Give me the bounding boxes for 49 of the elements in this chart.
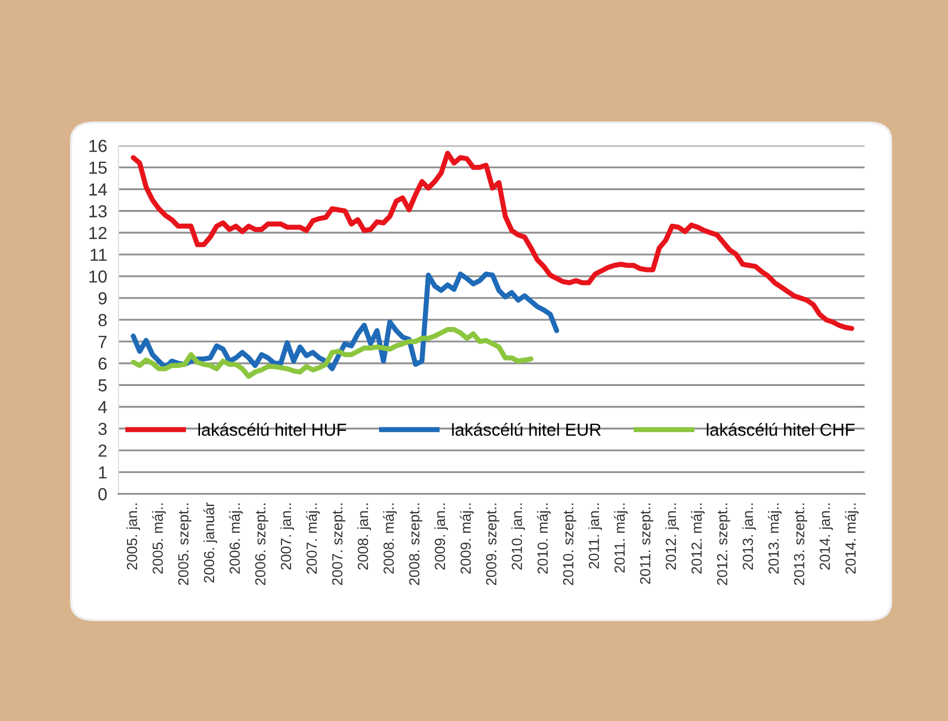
- y-tick-label: 1: [99, 466, 107, 478]
- x-tick-label: 2014. jan..: [819, 504, 833, 570]
- x-tick-label: 2011. jan..: [588, 504, 602, 569]
- y-tick-label: 15: [89, 162, 107, 174]
- x-tick-label: 2009. jan..: [434, 504, 448, 570]
- legend-label: lakáscélú hitel EUR: [452, 422, 601, 436]
- x-tick-label: 2013. máj..: [768, 504, 782, 574]
- y-tick-label: 12: [89, 226, 107, 239]
- y-tick-label: 16: [89, 140, 107, 152]
- x-tick-label: 2007. jan..: [280, 504, 294, 570]
- x-tick-label: 2006. január: [203, 502, 218, 583]
- x-tick-label: 2005. jan..: [126, 504, 140, 570]
- x-tick-label: 2007. máj..: [306, 504, 320, 574]
- x-tick-label: 2007. szept..: [332, 504, 346, 585]
- x-tick-label: 2013. szept..: [794, 504, 808, 585]
- y-tick-label: 10: [89, 270, 107, 283]
- x-tick-label: 2010. szept..: [563, 504, 576, 585]
- y-tick-label: 4: [98, 401, 107, 414]
- y-tick-label: 9: [98, 292, 107, 304]
- y-tick-label: 8: [98, 314, 107, 326]
- x-tick-label: 2011. máj..: [614, 504, 628, 573]
- y-tick-label: 11: [90, 248, 107, 261]
- x-tick-label: 2010. jan..: [511, 504, 525, 570]
- x-tick-label: 2005. szept..: [178, 504, 192, 585]
- x-tick-label: 2012. szept..: [717, 504, 730, 585]
- y-tick-label: 14: [89, 184, 107, 196]
- x-tick-label: 2009. szept..: [486, 504, 500, 585]
- x-tick-label: 2012. jan..: [665, 504, 679, 570]
- legend-label: lakáscélú hitel HUF: [198, 422, 346, 436]
- y-tick-label: 13: [89, 205, 107, 218]
- x-tick-label: 2008. szept..: [409, 504, 422, 585]
- x-tick-label: 2011. szept..: [640, 504, 654, 584]
- y-tick-label: 0: [98, 488, 107, 500]
- x-tick-label: 2010. máj..: [536, 504, 551, 574]
- x-tick-label: 2014. máj..: [844, 504, 859, 574]
- y-tick-label: 3: [98, 422, 107, 436]
- x-tick-label: 2005. máj..: [152, 504, 166, 574]
- y-tick-label: 5: [98, 379, 107, 392]
- x-tick-label: 2013. jan..: [742, 504, 756, 570]
- x-tick-label: 2009. máj..: [460, 504, 474, 574]
- x-tick-label: 2008. máj..: [382, 504, 397, 574]
- y-tick-label: 2: [98, 444, 107, 457]
- x-tick-label: 2012. máj..: [690, 504, 705, 574]
- x-tick-label: 2006. szept..: [255, 504, 268, 585]
- y-tick-label: 7: [98, 336, 107, 348]
- x-tick-label: 2006. máj..: [229, 504, 243, 574]
- y-tick-label: 6: [98, 357, 107, 370]
- legend-label: lakáscélú hitel CHF: [706, 422, 855, 436]
- x-tick-label: 2008. jan..: [357, 504, 371, 570]
